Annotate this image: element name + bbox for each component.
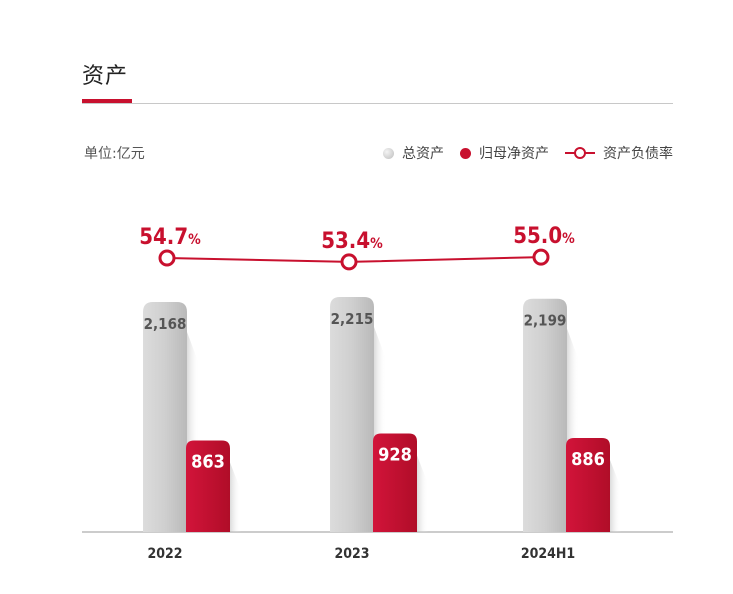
legend-item-debt-ratio: 资产负债率 bbox=[565, 143, 673, 163]
debt-ratio-label-2024H1: 55.0% bbox=[513, 224, 575, 249]
total-assets-label-2022: 2,168 bbox=[144, 315, 187, 333]
net-assets-label-2023: 928 bbox=[378, 445, 412, 466]
debt-ratio-unit-2022: % bbox=[188, 232, 201, 248]
total-assets-bar-2022 bbox=[143, 301, 187, 532]
net-assets-bar-shadow-2023 bbox=[417, 455, 428, 532]
total-assets-label-2023: 2,215 bbox=[331, 310, 374, 328]
title-divider bbox=[82, 103, 673, 104]
net-assets-label-2022: 863 bbox=[191, 451, 225, 472]
debt-ratio-unit-2023: % bbox=[370, 236, 383, 252]
net-assets-bar-2023 bbox=[373, 433, 417, 532]
debt-ratio-unit-2024H1: % bbox=[562, 231, 575, 247]
debt-ratio-point-2022 bbox=[158, 249, 176, 267]
debt-ratio-point-2023 bbox=[340, 253, 358, 271]
total-assets-bar-2024H1 bbox=[523, 298, 567, 532]
debt-ratio-value-2023: 53.4 bbox=[321, 229, 370, 254]
unit-label: 单位:亿元 bbox=[84, 146, 145, 162]
debt-ratio-value-2024H1: 55.0 bbox=[513, 224, 562, 249]
total-assets-bar-2023 bbox=[330, 297, 374, 532]
x-tick-label-2023: 2023 bbox=[334, 546, 369, 562]
net-assets-label-2024H1: 886 bbox=[571, 449, 605, 470]
net-assets-bar-2022 bbox=[186, 440, 230, 532]
legend-label-debt-ratio: 资产负债率 bbox=[603, 146, 673, 162]
x-tick-label-2024H1: 2024H1 bbox=[521, 546, 575, 562]
legend-label-total-assets: 总资产 bbox=[402, 146, 444, 162]
chart-title: 资产 bbox=[82, 64, 129, 89]
debt-ratio-point-2024H1 bbox=[532, 248, 550, 266]
total-assets-label-2024H1: 2,199 bbox=[524, 312, 567, 330]
red-dot-icon bbox=[460, 147, 471, 159]
line-marker-icon bbox=[565, 147, 595, 159]
legend: 总资产 归母净资产 资产负债率 bbox=[367, 143, 673, 163]
debt-ratio-label-2023: 53.4% bbox=[321, 229, 383, 254]
legend-item-net-assets: 归母净资产 bbox=[460, 143, 549, 163]
legend-label-net-assets: 归母净资产 bbox=[479, 146, 549, 162]
title-accent-bar bbox=[82, 99, 132, 103]
net-assets-bar-shadow-2022 bbox=[230, 462, 241, 532]
debt-ratio-label-2022: 54.7% bbox=[139, 225, 201, 250]
grey-dot-icon bbox=[383, 147, 394, 159]
net-assets-bar-2024H1 bbox=[566, 438, 610, 532]
legend-item-total-assets: 总资产 bbox=[383, 143, 444, 163]
x-tick-label-2022: 2022 bbox=[147, 546, 182, 562]
debt-ratio-value-2022: 54.7 bbox=[139, 225, 188, 250]
net-assets-bar-shadow-2024H1 bbox=[610, 460, 621, 532]
